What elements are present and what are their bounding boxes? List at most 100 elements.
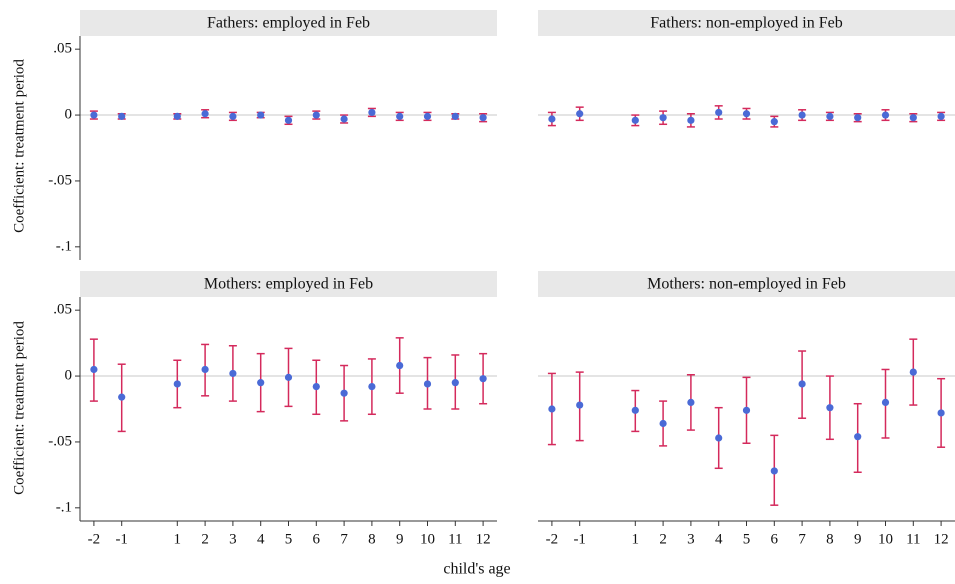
x-tick-label: 1 — [632, 531, 640, 547]
point — [909, 368, 917, 376]
x-tick-label: 11 — [448, 531, 462, 547]
x-tick-label: 7 — [798, 531, 806, 547]
point — [548, 405, 556, 413]
x-tick-label: 3 — [687, 531, 695, 547]
panel-header — [80, 271, 497, 297]
y-tick-label: .05 — [53, 302, 72, 318]
point — [937, 409, 945, 417]
x-tick-label: -1 — [115, 531, 128, 547]
point — [312, 111, 320, 119]
x-tick-label: 8 — [368, 531, 376, 547]
panel-header — [538, 10, 955, 36]
point — [479, 114, 487, 122]
point — [368, 108, 376, 117]
x-tick-label: 3 — [229, 531, 237, 547]
point — [881, 398, 890, 407]
x-tick-label: 2 — [201, 531, 209, 547]
point — [201, 110, 209, 118]
point — [770, 467, 778, 475]
point — [937, 112, 945, 120]
point — [340, 115, 348, 123]
point — [257, 379, 265, 387]
x-tick-label: 2 — [659, 531, 667, 547]
point — [423, 112, 432, 120]
y-tick-label: -.05 — [48, 172, 72, 188]
point — [173, 112, 181, 120]
point — [396, 112, 404, 120]
point — [576, 110, 584, 118]
x-tick-label: -2 — [88, 531, 101, 547]
point — [798, 111, 806, 119]
point — [798, 380, 806, 388]
x-tick-label: 7 — [340, 531, 348, 547]
y-tick-label: .05 — [53, 41, 72, 57]
point — [826, 112, 834, 120]
y-axis-title: Coefficient: treatment period — [11, 59, 27, 233]
point — [368, 383, 376, 391]
x-tick-label: 6 — [771, 531, 779, 547]
panel-title: Fathers: non-employed in Feb — [650, 15, 842, 32]
point — [396, 361, 404, 370]
point — [742, 406, 751, 414]
y-tick-label: 0 — [65, 367, 73, 383]
x-tick-label: 8 — [826, 531, 834, 547]
x-axis-title: child's age — [443, 561, 510, 578]
point — [284, 116, 293, 124]
x-tick-label: -2 — [546, 531, 559, 547]
y-axis-title: Coefficient: treatment period — [11, 321, 27, 495]
y-tick-label: 0 — [65, 106, 73, 122]
point — [118, 112, 126, 120]
x-tick-label: 12 — [934, 531, 949, 547]
x-tick-label: 1 — [174, 531, 182, 547]
point — [576, 401, 584, 409]
x-tick-label: 10 — [420, 531, 435, 547]
panel-title: Mothers: employed in Feb — [204, 276, 373, 293]
panel-title: Fathers: employed in Feb — [207, 15, 370, 32]
x-tick-label: 9 — [396, 531, 404, 547]
x-tick-label: -1 — [573, 531, 586, 547]
x-tick-label: 11 — [906, 531, 920, 547]
point — [548, 115, 556, 123]
point — [90, 365, 98, 374]
point — [854, 114, 862, 122]
x-tick-label: 10 — [878, 531, 893, 547]
point — [687, 116, 695, 124]
point — [451, 379, 459, 387]
x-tick-label: 4 — [715, 531, 723, 547]
point — [909, 114, 917, 122]
panel-header — [80, 10, 497, 36]
y-tick-label: -.05 — [48, 433, 72, 449]
point — [881, 111, 890, 119]
point — [423, 380, 432, 388]
x-tick-label: 5 — [743, 531, 751, 547]
point — [687, 398, 695, 407]
point — [229, 112, 237, 120]
x-tick-label: 4 — [257, 531, 265, 547]
point — [229, 369, 237, 378]
x-tick-label: 5 — [285, 531, 293, 547]
point — [631, 406, 639, 414]
point — [201, 365, 209, 374]
point — [715, 434, 723, 442]
point — [284, 373, 293, 381]
point — [742, 110, 751, 118]
point — [659, 419, 667, 428]
point — [340, 389, 348, 397]
x-tick-label: 12 — [476, 531, 491, 547]
point — [479, 375, 487, 383]
point — [826, 404, 834, 412]
point — [312, 383, 320, 391]
point — [631, 116, 639, 124]
point — [118, 393, 126, 401]
panel-header — [538, 271, 955, 297]
point — [770, 118, 778, 126]
point — [659, 114, 667, 122]
panel-title: Mothers: non-employed in Feb — [647, 276, 846, 293]
point — [854, 433, 862, 441]
point — [715, 108, 723, 117]
x-tick-label: 6 — [313, 531, 321, 547]
point — [173, 380, 181, 388]
x-tick-label: 9 — [854, 531, 862, 547]
point — [257, 111, 265, 119]
